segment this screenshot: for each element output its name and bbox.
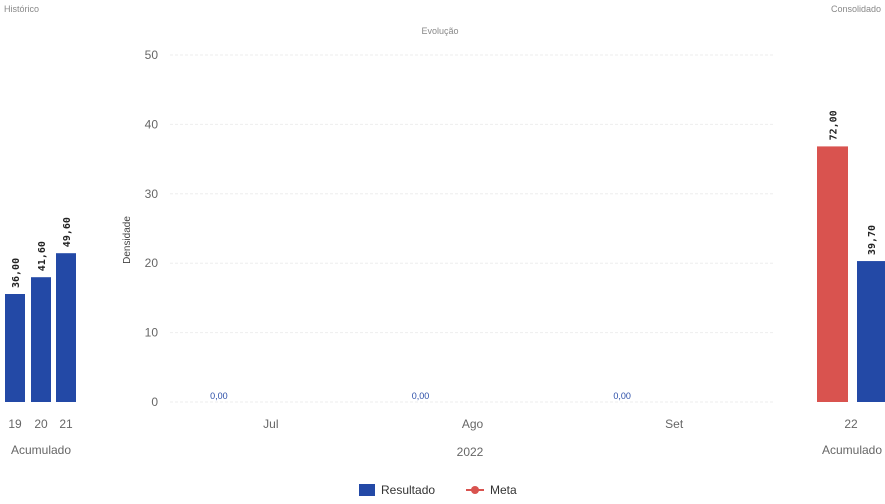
center-panel-title: Evolução (421, 26, 458, 36)
bar (5, 294, 25, 402)
bar (857, 261, 885, 402)
bar-value-label: 41,60 (37, 241, 48, 271)
y-axis-label: Densidade (122, 216, 133, 264)
x-tick-label: Set (665, 417, 684, 431)
legend-meta-label: Meta (490, 483, 517, 497)
legend-meta-dot (471, 486, 479, 494)
center-marks: 0 10 20 30 40 50 Jul 0,00 Ago 0,00 Set 0,00 (145, 48, 684, 431)
left-marks: 36,00 19 41,60 20 49,60 21 (5, 217, 76, 431)
left-x-axis-label: Acumulado (11, 443, 71, 457)
center-grid (170, 54, 775, 403)
x-tick-label: Jul (263, 417, 278, 431)
bar (817, 146, 848, 402)
y-tick-label: 20 (145, 256, 159, 270)
center-x-axis-label: 2022 (457, 445, 484, 459)
bar-value-label: 72,00 (829, 110, 840, 140)
bar-value-label: 36,00 (11, 258, 22, 288)
bar (31, 277, 51, 402)
y-tick-label: 40 (145, 117, 159, 131)
legend-resultado-swatch (359, 484, 375, 496)
bar-value-label: 0,00 (613, 391, 631, 401)
bar-value-label: 49,60 (62, 217, 73, 247)
x-tick-label: Ago (462, 417, 484, 431)
right-panel-title: Consolidado (831, 4, 881, 14)
x-tick-label: 20 (34, 417, 48, 431)
bar-value-label: 0,00 (412, 391, 430, 401)
bar-value-label: 0,00 (210, 391, 228, 401)
right-x-axis-label: Acumulado (822, 443, 882, 457)
legend-resultado-label: Resultado (381, 483, 435, 497)
left-panel-title: Histórico (4, 4, 39, 14)
y-tick-label: 10 (145, 326, 159, 340)
x-tick-label: 19 (8, 417, 22, 431)
bar-value-label: 39,70 (867, 225, 878, 255)
legend: Resultado Meta (359, 483, 517, 497)
right-marks: 72,00 39,70 22 (817, 110, 885, 431)
x-tick-label: 22 (844, 417, 858, 431)
x-tick-label: 21 (59, 417, 73, 431)
y-tick-label: 50 (145, 48, 159, 62)
y-tick-label: 30 (145, 187, 159, 201)
y-tick-label: 0 (151, 395, 158, 409)
bar (56, 253, 76, 402)
